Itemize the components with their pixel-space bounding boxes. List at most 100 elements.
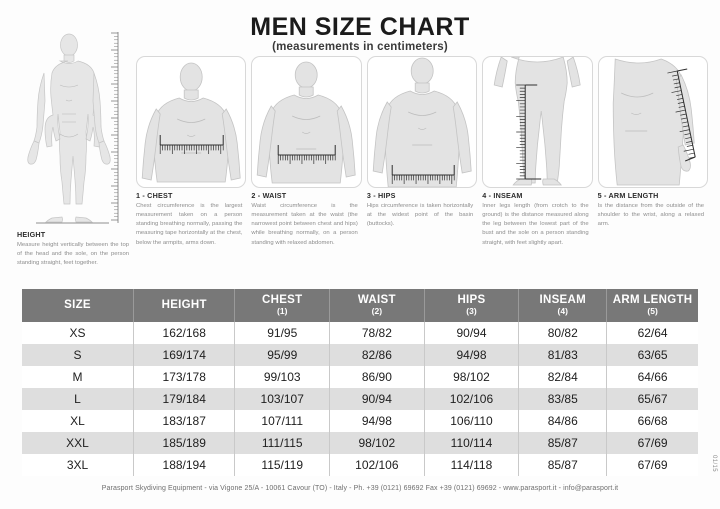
caption-text: Chest circumference is the largest measu…: [136, 202, 243, 246]
cell-value: 95/99: [234, 344, 331, 367]
cell-value: 103/107: [234, 388, 331, 411]
cell-value: 98/102: [424, 366, 520, 389]
cell-value: 169/174: [133, 344, 236, 367]
caption-text: Waist circumference is the measurement t…: [251, 202, 358, 246]
caption-text: Hips circumference is taken horizontally…: [366, 202, 474, 228]
cell-value: 179/184: [133, 388, 236, 411]
cell-value: 173/178: [133, 366, 236, 389]
cell-value: 84/86: [518, 410, 608, 433]
caption-title: 5 - ARM LENGTH: [597, 191, 659, 200]
column-header-label: WAIST: [357, 294, 396, 306]
column-header-label: INSEAM: [539, 294, 586, 306]
table-row: L 179/184 103/107 90/94 102/106 83/85 65/67: [22, 388, 698, 411]
cell-value: 188/194: [133, 454, 236, 477]
table-body: XS 162/168 91/95 78/82 90/94 80/82 62/64 S 169/1…: [22, 322, 698, 477]
table-row: XXL 185/189 111/115 98/102 110/114 85/87 67/69: [22, 432, 698, 455]
column-header-ref: (2): [371, 305, 383, 316]
page-title: MEN SIZE CHART: [250, 13, 470, 41]
page-subtitle: (measurements in centimeters): [272, 41, 448, 54]
size-table: SIZE HEIGHT CHEST (1) WAIST (2) HIPS (3) INSEAM(…: [22, 289, 698, 477]
cell-value: 91/95: [234, 322, 331, 345]
cell-value: 81/83: [518, 344, 608, 367]
cell-value: 114/118: [424, 454, 520, 477]
cell-value: 83/85: [518, 388, 608, 411]
cell-value: 82/84: [518, 366, 608, 389]
caption-arm-length: 5 - ARM LENGTH Is the distance from the …: [598, 191, 708, 248]
cell-value: 90/94: [329, 388, 425, 411]
footer-contact: Parasport Skydiving Equipment - via Vigo…: [101, 485, 619, 492]
cell-value: 115/119: [234, 454, 331, 477]
cell-size: XL: [22, 410, 135, 433]
cell-value: 65/67: [637, 392, 668, 407]
column-header-size: SIZE: [22, 289, 135, 323]
column-header-label: ARM LENGTH: [612, 294, 693, 306]
cell-value: 90/94: [424, 322, 520, 345]
table-row: XS 162/168 91/95 78/82 90/94 80/82 62/64: [22, 322, 698, 345]
column-header-arm-length: ARM LENGTH (5): [606, 289, 698, 323]
caption-chest: 1 - CHEST Chest circumference is the lar…: [136, 191, 246, 248]
panel-arm-length: [597, 56, 709, 188]
cell-value: 111/115: [234, 432, 331, 455]
cell-value: 99/103: [234, 366, 331, 389]
column-header-height: HEIGHT: [133, 289, 236, 323]
height-caption-title: HEIGHT: [17, 230, 46, 239]
column-header-label: HIPS: [457, 294, 486, 306]
caption-text: Inner legs length (from crotch to the gr…: [482, 202, 589, 246]
height-caption-text: Measure height vertically between the to…: [17, 241, 129, 267]
cell-size: L: [22, 388, 135, 411]
cell-value: 102/106: [424, 388, 520, 411]
cell-value: 64/66: [637, 370, 668, 385]
column-header-label: SIZE: [64, 298, 91, 311]
cell-value: 106/110: [424, 410, 520, 433]
cell-value: 185/189: [133, 432, 236, 455]
caption-title: 1 - CHEST: [136, 191, 173, 200]
cell-value: 86/90: [329, 366, 425, 389]
caption-title: 4 - INSEAM: [482, 191, 523, 200]
title-block: MEN SIZE CHART (measurements in centimet…: [0, 13, 720, 54]
panel-hips: [366, 56, 478, 188]
column-header-waist: WAIST (2): [329, 289, 425, 323]
column-header-chest: CHEST (1): [234, 289, 331, 323]
measurement-captions: 1 - CHEST Chest circumference is the lar…: [136, 191, 708, 248]
panel-inseam: [482, 56, 593, 188]
cell-size: XXL: [22, 432, 135, 455]
cell-value: 94/98: [329, 410, 425, 433]
caption-hips: 3 - HIPS Hips circumference is taken hor…: [367, 191, 477, 248]
caption-title: 3 - HIPS: [366, 191, 396, 200]
cell-value: 66/68: [637, 414, 668, 429]
cell-value: 85/87: [518, 432, 608, 455]
cell-value: 98/102: [329, 432, 425, 455]
table-row: S 169/174 95/99 82/86 94/98 81/83 63/65: [22, 344, 698, 367]
caption-title: 2 - WAIST: [251, 191, 287, 200]
cell-value: 110/114: [424, 432, 520, 455]
column-header-inseam: INSEAM (4): [518, 289, 608, 323]
cell-value: 80/82: [518, 322, 608, 345]
panel-waist: [251, 56, 362, 188]
cell-value: 102/106: [329, 454, 425, 477]
measurement-panels: [136, 56, 709, 188]
height-caption: HEIGHT Measure height vertically between…: [17, 230, 129, 268]
cell-value: 162/168: [133, 322, 236, 345]
column-header-ref: (4): [557, 305, 568, 316]
column-header-label: CHEST: [261, 294, 303, 306]
column-header-ref: (5): [647, 305, 658, 316]
cell-value: 67/69: [637, 436, 668, 451]
cell-value: 183/187: [133, 410, 236, 433]
table-row: 3XL 188/194 115/119 102/106 114/118 85/87 67/6…: [22, 454, 698, 477]
cell-size: S: [22, 344, 135, 367]
table-row: XL 183/187 107/111 94/98 106/110 84/86 66/68: [22, 410, 698, 433]
table-header-row: SIZE HEIGHT CHEST (1) WAIST (2) HIPS (3) INSEAM(…: [22, 289, 698, 323]
column-header-label: HEIGHT: [161, 298, 207, 311]
cell-value: 63/65: [637, 348, 668, 363]
cell-value: 62/64: [637, 326, 668, 341]
column-header-ref: (1): [277, 305, 288, 316]
caption-text: Is the distance from the outside of the …: [597, 202, 705, 228]
column-header-hips: HIPS (3): [424, 289, 520, 323]
cell-value: 67/69: [637, 458, 668, 473]
cell-size: M: [22, 366, 135, 389]
cell-value: 94/98: [424, 344, 520, 367]
cell-value: 107/111: [234, 410, 331, 433]
cell-value: 85/87: [518, 454, 608, 477]
caption-inseam: 4 - INSEAM Inner legs length (from crotc…: [482, 191, 592, 248]
